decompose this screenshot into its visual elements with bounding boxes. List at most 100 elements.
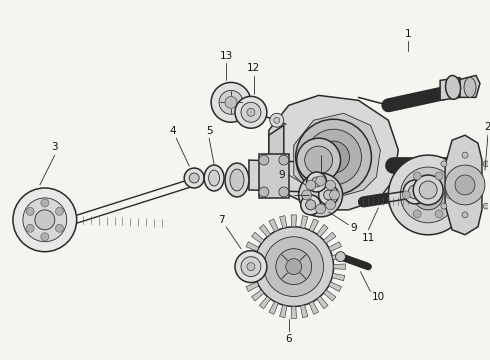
Circle shape bbox=[247, 263, 255, 271]
Polygon shape bbox=[300, 305, 308, 318]
Circle shape bbox=[55, 224, 63, 232]
Text: 9: 9 bbox=[350, 223, 357, 233]
Polygon shape bbox=[252, 232, 264, 243]
Polygon shape bbox=[259, 225, 270, 237]
Circle shape bbox=[219, 90, 243, 114]
Circle shape bbox=[276, 249, 312, 284]
Circle shape bbox=[235, 251, 267, 283]
Polygon shape bbox=[440, 77, 460, 100]
Polygon shape bbox=[309, 302, 318, 314]
Polygon shape bbox=[280, 216, 287, 228]
Circle shape bbox=[441, 203, 447, 209]
Circle shape bbox=[389, 155, 468, 235]
Polygon shape bbox=[280, 305, 287, 318]
Text: 12: 12 bbox=[247, 63, 261, 73]
Text: 10: 10 bbox=[372, 292, 385, 302]
Polygon shape bbox=[332, 252, 345, 260]
Circle shape bbox=[259, 187, 269, 197]
Circle shape bbox=[41, 233, 49, 241]
Text: 13: 13 bbox=[220, 50, 233, 60]
Circle shape bbox=[26, 207, 34, 215]
Polygon shape bbox=[269, 219, 278, 232]
Circle shape bbox=[296, 119, 371, 195]
Circle shape bbox=[445, 165, 485, 205]
Circle shape bbox=[441, 161, 447, 167]
Circle shape bbox=[299, 173, 343, 217]
Circle shape bbox=[408, 185, 422, 199]
Circle shape bbox=[235, 96, 267, 128]
Polygon shape bbox=[329, 242, 342, 251]
Polygon shape bbox=[323, 232, 336, 243]
Polygon shape bbox=[294, 113, 380, 197]
Circle shape bbox=[336, 252, 345, 262]
Polygon shape bbox=[445, 135, 482, 235]
Ellipse shape bbox=[230, 169, 244, 191]
Circle shape bbox=[435, 210, 443, 218]
Circle shape bbox=[413, 180, 443, 210]
Circle shape bbox=[241, 257, 261, 276]
Polygon shape bbox=[246, 282, 259, 292]
Circle shape bbox=[307, 172, 327, 192]
Circle shape bbox=[316, 204, 326, 214]
Circle shape bbox=[483, 161, 489, 167]
Polygon shape bbox=[323, 290, 336, 301]
Circle shape bbox=[241, 102, 261, 122]
Text: 7: 7 bbox=[218, 215, 224, 225]
Text: 6: 6 bbox=[286, 334, 292, 344]
Circle shape bbox=[279, 155, 289, 165]
Circle shape bbox=[325, 200, 336, 210]
Polygon shape bbox=[249, 160, 309, 192]
Circle shape bbox=[400, 167, 456, 223]
Circle shape bbox=[302, 190, 312, 200]
Circle shape bbox=[254, 227, 334, 306]
Polygon shape bbox=[252, 290, 264, 301]
Polygon shape bbox=[242, 264, 254, 269]
Circle shape bbox=[301, 195, 320, 215]
Polygon shape bbox=[309, 219, 318, 232]
Circle shape bbox=[306, 180, 316, 190]
Circle shape bbox=[312, 177, 321, 187]
Circle shape bbox=[402, 191, 410, 199]
Circle shape bbox=[306, 129, 362, 185]
Polygon shape bbox=[334, 264, 345, 269]
Circle shape bbox=[225, 96, 237, 108]
Circle shape bbox=[13, 188, 76, 252]
Text: 4: 4 bbox=[169, 126, 175, 136]
Polygon shape bbox=[269, 95, 398, 210]
Text: 5: 5 bbox=[206, 126, 213, 136]
Circle shape bbox=[55, 207, 63, 215]
Text: 2: 2 bbox=[485, 122, 490, 132]
Circle shape bbox=[403, 180, 427, 204]
Circle shape bbox=[318, 141, 349, 173]
Circle shape bbox=[462, 152, 468, 158]
Polygon shape bbox=[460, 76, 480, 97]
Circle shape bbox=[316, 176, 326, 186]
Ellipse shape bbox=[445, 76, 461, 99]
Polygon shape bbox=[243, 274, 255, 281]
Polygon shape bbox=[329, 282, 342, 292]
Circle shape bbox=[35, 210, 55, 230]
Text: 9: 9 bbox=[278, 170, 285, 180]
Circle shape bbox=[435, 172, 443, 180]
Circle shape bbox=[318, 185, 339, 205]
Circle shape bbox=[297, 138, 341, 182]
Text: 1: 1 bbox=[405, 29, 412, 39]
Polygon shape bbox=[259, 296, 270, 309]
Circle shape bbox=[270, 113, 284, 127]
Circle shape bbox=[23, 198, 67, 242]
Polygon shape bbox=[246, 242, 259, 251]
Polygon shape bbox=[291, 215, 296, 227]
Circle shape bbox=[306, 200, 316, 210]
Circle shape bbox=[41, 199, 49, 207]
Circle shape bbox=[330, 190, 340, 200]
Text: 11: 11 bbox=[362, 233, 375, 243]
Circle shape bbox=[279, 187, 289, 197]
Circle shape bbox=[413, 172, 421, 180]
Ellipse shape bbox=[209, 170, 220, 186]
Ellipse shape bbox=[225, 163, 249, 197]
Circle shape bbox=[446, 191, 454, 199]
Polygon shape bbox=[332, 274, 345, 281]
Ellipse shape bbox=[464, 77, 476, 97]
Circle shape bbox=[189, 173, 199, 183]
Circle shape bbox=[483, 203, 489, 209]
